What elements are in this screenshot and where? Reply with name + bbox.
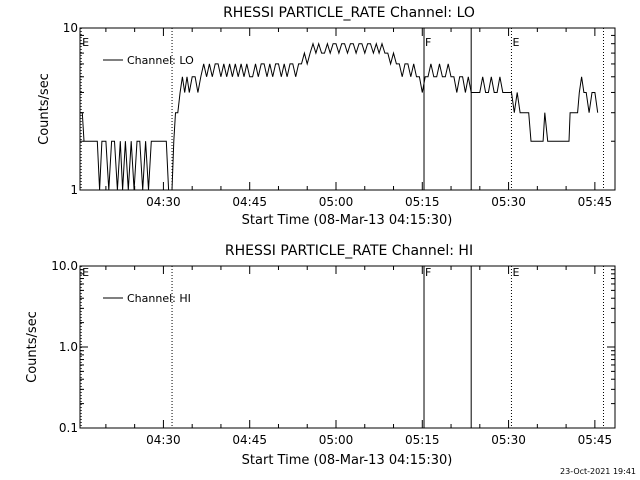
- x-tick-label: 05:00: [319, 433, 354, 447]
- event-marker-label: E: [82, 36, 89, 49]
- x-tick-label: 04:45: [232, 433, 267, 447]
- x-tick-label: 05:30: [491, 433, 526, 447]
- panel-lo-x-axis-label: Start Time (08-Mar-13 04:15:30): [242, 213, 453, 228]
- y-tick-label: 0.1: [59, 421, 78, 435]
- x-tick-label: 04:30: [146, 433, 181, 447]
- panel-lo-x-ticks: 04:30 04:45 05:00 05:15 05:30 05:45: [105, 28, 613, 209]
- event-marker-label: F: [425, 266, 431, 279]
- panel-hi-plot-frame: [79, 265, 616, 429]
- event-marker-label: E: [512, 266, 519, 279]
- panel-lo-y-axis-label: Counts/sec: [37, 73, 52, 145]
- x-tick-label: 05:00: [319, 195, 354, 209]
- y-tick-label: 1.0: [59, 340, 78, 354]
- event-marker-label: E: [82, 266, 89, 279]
- event-marker-label: F: [425, 36, 431, 49]
- panel-hi-title: RHESSI PARTICLE_RATE Channel: HI: [225, 243, 473, 259]
- y-tick-label: 10.0: [51, 259, 78, 273]
- panel-hi: RHESSI PARTICLE_RATE Channel: HI E F E 04:…: [25, 243, 616, 468]
- panel-hi-y-ticks: 0.1 1.0 10.0: [51, 259, 615, 435]
- x-tick-label: 05:45: [578, 195, 613, 209]
- panel-hi-x-axis-label: Start Time (08-Mar-13 04:15:30): [242, 453, 453, 468]
- x-tick-label: 05:15: [405, 433, 440, 447]
- panel-hi-legend: Channel: HI: [103, 292, 191, 305]
- panel-hi-x-ticks: 04:30 04:45 05:00 05:15 05:30 05:45: [105, 266, 613, 447]
- y-tick-label: 1: [70, 183, 78, 197]
- x-tick-label: 05:15: [405, 195, 440, 209]
- panel-hi-y-axis-label: Counts/sec: [25, 311, 40, 383]
- panel-lo: RHESSI PARTICLE_RATE Channel: LO E F E 04:…: [37, 5, 616, 228]
- x-tick-label: 05:30: [491, 195, 526, 209]
- panel-lo-plot-frame: [79, 27, 616, 191]
- footer-timestamp: 23-Oct-2021 19:41: [560, 467, 636, 476]
- panel-lo-legend: Channel: LO: [103, 54, 194, 67]
- panel-lo-y-ticks: 1 10: [63, 21, 615, 197]
- event-marker-label: E: [512, 36, 519, 49]
- y-tick-label: 10: [63, 21, 78, 35]
- x-tick-label: 04:30: [146, 195, 181, 209]
- data-series-line: [80, 41, 599, 191]
- panel-lo-data: [80, 41, 599, 191]
- x-tick-label: 05:45: [578, 433, 613, 447]
- panel-lo-legend-label: Channel: LO: [127, 54, 194, 67]
- panel-lo-title: RHESSI PARTICLE_RATE Channel: LO: [223, 5, 475, 21]
- x-tick-label: 04:45: [232, 195, 267, 209]
- panel-hi-legend-label: Channel: HI: [127, 292, 191, 305]
